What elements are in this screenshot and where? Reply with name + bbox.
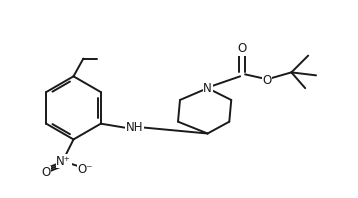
Text: O: O bbox=[41, 167, 50, 179]
Text: O: O bbox=[262, 74, 271, 87]
Text: O: O bbox=[237, 42, 247, 55]
Text: N⁺: N⁺ bbox=[56, 155, 71, 168]
Text: NH: NH bbox=[126, 121, 143, 134]
Text: N: N bbox=[203, 82, 212, 95]
Text: O⁻: O⁻ bbox=[78, 163, 93, 175]
